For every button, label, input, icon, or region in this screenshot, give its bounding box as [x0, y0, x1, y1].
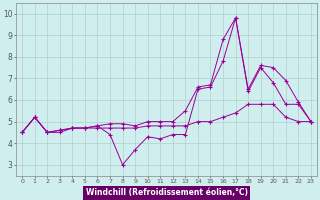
X-axis label: Windchill (Refroidissement éolien,°C): Windchill (Refroidissement éolien,°C): [85, 188, 248, 197]
